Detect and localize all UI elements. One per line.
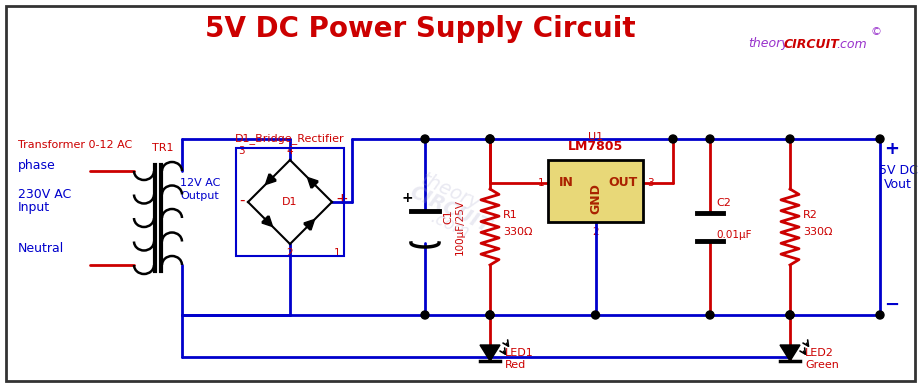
Text: D1_Bridge_Rectifier: D1_Bridge_Rectifier (235, 133, 344, 144)
Text: -: - (239, 192, 245, 207)
Text: C1: C1 (443, 210, 453, 224)
Circle shape (421, 311, 429, 319)
Bar (548, 160, 643, 222)
Bar (236, 148, 344, 256)
Text: 330Ω: 330Ω (803, 227, 833, 237)
Text: +: + (402, 191, 413, 205)
Text: 1: 1 (334, 248, 341, 258)
Text: 330Ω: 330Ω (503, 227, 532, 237)
Text: ©: © (870, 27, 881, 37)
Circle shape (669, 135, 677, 143)
Circle shape (486, 311, 494, 319)
Text: 3: 3 (238, 146, 245, 156)
Text: .com: .com (836, 38, 867, 50)
Text: 2: 2 (286, 248, 293, 258)
Polygon shape (265, 174, 276, 185)
Text: Green: Green (805, 360, 839, 370)
Circle shape (486, 135, 494, 143)
Text: D1: D1 (282, 197, 297, 207)
Text: OUT: OUT (609, 176, 637, 190)
Text: Neutral: Neutral (18, 243, 64, 255)
Text: .com: .com (427, 208, 472, 242)
Polygon shape (308, 178, 318, 188)
Text: 12V AC: 12V AC (180, 178, 220, 188)
Text: Output: Output (180, 191, 219, 201)
Circle shape (486, 135, 494, 143)
Text: Vout: Vout (884, 178, 912, 192)
Text: 5V DC: 5V DC (879, 164, 917, 178)
Circle shape (486, 311, 494, 319)
Text: C2: C2 (716, 198, 731, 208)
Circle shape (876, 135, 884, 143)
Text: 5V DC Power Supply Circuit: 5V DC Power Supply Circuit (204, 15, 635, 43)
Text: phase: phase (18, 159, 56, 171)
Text: Input: Input (18, 200, 50, 214)
Text: −: − (884, 296, 900, 314)
Text: +: + (884, 140, 900, 158)
Text: U1: U1 (588, 132, 603, 142)
Text: +: + (335, 192, 348, 207)
Circle shape (421, 135, 429, 143)
Circle shape (591, 311, 600, 319)
Text: LM7805: LM7805 (568, 140, 624, 153)
Text: Red: Red (505, 360, 526, 370)
Circle shape (786, 135, 794, 143)
Text: 4: 4 (286, 146, 293, 156)
Text: R1: R1 (503, 210, 518, 220)
Text: CIRCUIT: CIRCUIT (406, 182, 494, 236)
Text: 3: 3 (647, 178, 654, 188)
Text: LED2: LED2 (805, 348, 834, 358)
Circle shape (706, 135, 714, 143)
Text: LED1: LED1 (505, 348, 534, 358)
Polygon shape (780, 345, 800, 361)
Text: theory: theory (417, 170, 483, 214)
Circle shape (786, 311, 794, 319)
Text: TR1: TR1 (152, 143, 174, 153)
Text: 230V AC: 230V AC (18, 187, 71, 200)
Polygon shape (480, 345, 500, 361)
Text: 100μF/25V: 100μF/25V (455, 199, 465, 255)
Circle shape (876, 311, 884, 319)
Text: Transformer 0-12 AC: Transformer 0-12 AC (18, 140, 133, 150)
Text: IN: IN (558, 176, 574, 190)
Text: 1: 1 (537, 178, 544, 188)
Polygon shape (304, 219, 315, 230)
Polygon shape (262, 216, 273, 226)
Circle shape (786, 311, 794, 319)
Circle shape (706, 311, 714, 319)
Text: R2: R2 (803, 210, 818, 220)
Text: GND: GND (589, 183, 602, 214)
Text: theory: theory (748, 38, 788, 50)
Text: CIRCUIT: CIRCUIT (784, 38, 840, 50)
Text: 0.01μF: 0.01μF (716, 230, 752, 240)
Text: 2: 2 (592, 227, 599, 237)
